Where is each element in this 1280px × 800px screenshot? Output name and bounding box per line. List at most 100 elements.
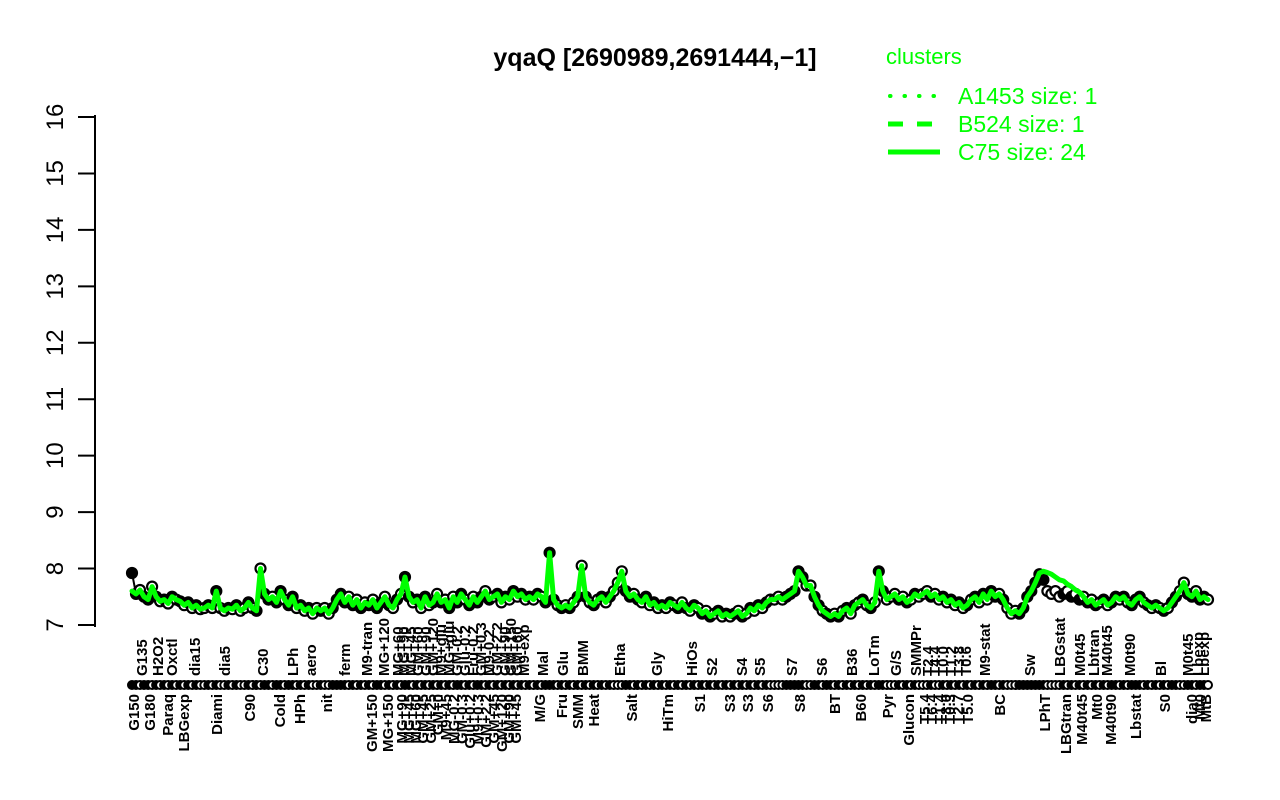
x-label-top: Sw bbox=[1022, 654, 1039, 676]
x-label-bottom: LBGexp bbox=[176, 694, 193, 752]
x-label-bottom: GM+0 bbox=[430, 694, 447, 735]
y-tick-label: 12 bbox=[42, 329, 69, 356]
x-label-bottom: nit bbox=[319, 694, 336, 712]
x-label-bottom: MG+60 bbox=[408, 694, 425, 744]
y-tick-label: 10 bbox=[42, 442, 69, 469]
x-label-top: S5 bbox=[752, 658, 769, 676]
legend-item: A1453 size: 1 bbox=[886, 82, 1097, 110]
x-label-top: LBGstat bbox=[1052, 618, 1069, 676]
x-label-top: M0t45 bbox=[1180, 633, 1197, 676]
x-label-bottom: T2.7 bbox=[950, 694, 967, 724]
x-label-bottom: M/G bbox=[532, 694, 549, 722]
x-label-top: aero bbox=[303, 644, 320, 676]
x-label-bottom: MG+90 bbox=[394, 694, 411, 744]
x-label-top: C30 bbox=[255, 648, 272, 676]
x-label-top: Glu-0.2 bbox=[457, 625, 474, 676]
y-tick-label: 9 bbox=[42, 505, 69, 518]
x-label-bottom: S8 bbox=[792, 694, 809, 712]
x-label-bottom: Diami bbox=[209, 694, 226, 735]
x-label-bottom: dia0 bbox=[1184, 694, 1201, 724]
x-label-top: GM+60 bbox=[509, 626, 526, 676]
x-label-top: GM+90 bbox=[418, 626, 435, 676]
y-tick-label: 11 bbox=[42, 387, 69, 412]
x-label-top: M40t45 bbox=[1099, 625, 1116, 676]
x-label-bottom: S0 bbox=[1157, 694, 1174, 712]
x-label-bottom: LBGtran bbox=[1058, 694, 1075, 754]
x-label-bottom: M40t90 bbox=[1103, 694, 1120, 745]
x-label-bottom: B60 bbox=[853, 694, 870, 722]
x-label-top: GM+60 bbox=[410, 626, 427, 676]
x-label-bottom: GM+120 bbox=[494, 694, 511, 752]
x-label-top: Lbexp bbox=[1196, 632, 1213, 676]
x-label-top: GM+0.3 bbox=[473, 622, 490, 676]
x-label-top: Glu bbox=[555, 651, 572, 676]
x-label-top: GM+120 bbox=[425, 618, 442, 676]
x-label-bottom: Pyr bbox=[880, 694, 897, 718]
x-label-top: M0t45 bbox=[1072, 633, 1089, 676]
legend-item-label: B524 size: 1 bbox=[958, 110, 1085, 137]
x-label-bottom: T3.0 bbox=[938, 694, 955, 724]
x-label-top: S7 bbox=[784, 658, 801, 676]
x-label-top: GM+90 bbox=[497, 626, 514, 676]
x-label-bottom: S3 bbox=[740, 694, 757, 712]
x-label-top: S6 bbox=[814, 658, 831, 676]
y-tick-label: 14 bbox=[42, 217, 69, 244]
x-label-top: Oxctl bbox=[164, 638, 181, 676]
legend-item: C75 size: 24 bbox=[886, 138, 1097, 166]
x-label-bottom: T5.4 bbox=[917, 693, 934, 724]
x-label-bottom: M9+45 bbox=[438, 694, 455, 740]
x-label-top: SMMPr bbox=[908, 625, 925, 676]
data-point bbox=[125, 566, 139, 580]
x-label-top: M9-tran bbox=[359, 622, 376, 676]
dashed-line-icon bbox=[888, 121, 940, 127]
legend-title: clusters bbox=[886, 44, 962, 69]
x-label-top: MG+glu bbox=[441, 621, 458, 676]
x-label-bottom: GM+45 bbox=[508, 694, 525, 744]
x-label-top: LoTm bbox=[866, 635, 883, 676]
y-tick-label: 13 bbox=[42, 273, 69, 300]
x-label-top: T0.6 bbox=[958, 646, 975, 676]
x-label-bottom: GM+25 bbox=[423, 694, 440, 744]
x-label-bottom: LPhT bbox=[1037, 694, 1054, 732]
x-label-bottom: MtB bbox=[1198, 694, 1215, 722]
x-label-bottom: T5.0 bbox=[960, 694, 977, 724]
x-label-bottom: GM+45 bbox=[486, 694, 503, 744]
x-label-top: T3.8 bbox=[951, 646, 968, 676]
x-label-bottom: C90 bbox=[242, 694, 259, 722]
x-label-bottom: Salt bbox=[624, 694, 641, 722]
x-label-bottom: Glu+0.2 bbox=[462, 694, 479, 749]
x-label-bottom: S1 bbox=[692, 694, 709, 712]
x-label-top: B36 bbox=[844, 648, 861, 676]
x-label-bottom: T1.4 bbox=[932, 693, 949, 724]
cluster-line bbox=[129, 550, 1211, 619]
x-label-top: MG+60 bbox=[390, 626, 407, 676]
y-tick-label: 16 bbox=[42, 104, 69, 131]
x-label-top: G135 bbox=[134, 639, 151, 676]
x-label-top: M0t90 bbox=[1122, 633, 1139, 676]
x-label-bottom: S3 bbox=[722, 694, 739, 712]
dotted-line-icon bbox=[888, 94, 940, 98]
x-label-bottom: BC bbox=[992, 694, 1009, 716]
y-tick-label: 15 bbox=[42, 160, 69, 187]
x-label-bottom: Mt0 bbox=[1192, 694, 1209, 720]
x-label-bottom: Paraq bbox=[160, 694, 177, 736]
x-label-top: ferm bbox=[337, 643, 354, 676]
x-label-top: GM-0.2 bbox=[449, 626, 466, 676]
x-label-top: GM+2.2 bbox=[489, 622, 506, 676]
x-label-bottom: Cold bbox=[272, 694, 289, 727]
x-label-bottom: MG+150 bbox=[380, 694, 397, 752]
x-label-top: Gly bbox=[649, 651, 666, 676]
x-label-top: Mal bbox=[535, 651, 552, 676]
legend: clusters A1453 size: 1 B524 size: 1 C75 … bbox=[886, 44, 1097, 166]
x-label-bottom: GM+2.2 bbox=[478, 694, 495, 748]
x-label-top: LPh bbox=[285, 648, 302, 676]
x-label-top: Bl bbox=[1153, 661, 1170, 676]
x-label-top: Lbexp bbox=[1190, 632, 1207, 676]
x-label-bottom: Heat bbox=[586, 694, 603, 727]
legend-item-label: A1453 size: 1 bbox=[958, 82, 1098, 109]
x-label-bottom: Lbstat bbox=[1128, 694, 1145, 739]
solid-line-icon bbox=[888, 149, 940, 155]
legend-item-label: C75 size: 24 bbox=[958, 138, 1086, 165]
x-label-bottom: HPh bbox=[292, 694, 309, 724]
